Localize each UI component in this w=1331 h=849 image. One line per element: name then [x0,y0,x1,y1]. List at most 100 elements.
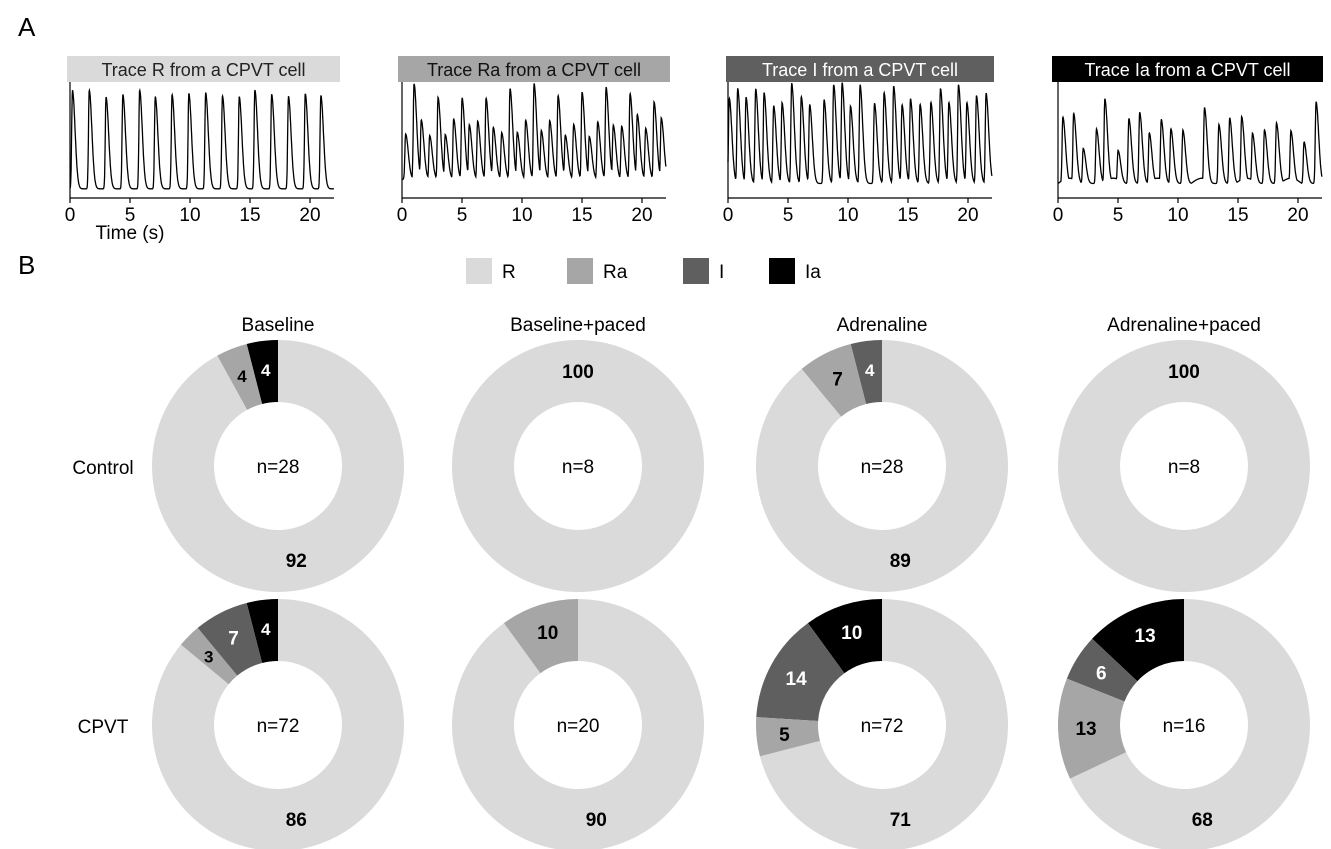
x-tick-label: 5 [783,205,794,226]
slice-R [1069,599,1310,849]
trace-title-box [67,56,340,82]
trace-panel-Ra: Trace Ra from a CPVT cell 0 5 10 15 20 [397,56,670,226]
x-tick-label: 15 [571,205,592,226]
x-tick-label: 0 [1053,205,1064,226]
row-label-control: Control [72,458,133,479]
slice-label-R: 90 [586,810,607,831]
slice-R [452,599,704,849]
trace-title: Trace Ra from a CPVT cell [427,60,641,80]
legend-item-Ra: Ra [567,258,628,284]
slice-Ia [246,599,278,664]
trace-panels: Trace R from a CPVT cell 0 5 10 15 20 Time (s)… [65,56,1323,244]
slice-Ia [1092,599,1184,682]
trace-line-R [69,87,334,190]
slice-label-Ia: 10 [841,623,862,644]
x-tick-label: 10 [837,205,858,226]
donut-cpvt-adrenaline: 71 10 14 5 n=72 [755,599,1008,849]
legend-label: Ra [603,262,628,283]
slice-label-Ra: 4 [237,367,247,386]
trace-panel-Ia: Trace Ia from a CPVT cell 0 5 10 15 20 [1052,56,1323,226]
legend-item-Ia: Ia [769,258,821,284]
trace-title-box [398,56,670,82]
slice-Ia [807,599,882,674]
slice-R [759,599,1008,849]
slice-R [152,340,404,593]
donut-cpvt-adrenaline-paced: 68 13 6 13 n=16 [1058,599,1310,849]
legend-label: I [719,262,724,283]
slice-R [756,340,1009,592]
slice-label-R: 92 [286,551,307,572]
trace-line-I [727,82,993,185]
column-title: Baseline [242,315,315,336]
slice-label-R: 86 [286,810,307,831]
trace-title-box [726,56,994,82]
x-tick-label: 0 [723,205,734,226]
slice-R [152,599,404,849]
slice-label-Ra: 3 [204,648,213,667]
x-tick-label: 10 [179,205,200,226]
legend-swatch-R [466,258,492,284]
slice-Ra [801,343,867,417]
trace-title: Trace Ia from a CPVT cell [1084,60,1290,80]
donut-control-adrenaline-paced: 100 n=8 [1058,340,1310,592]
slice-label-R: 100 [562,362,594,383]
x-tick-label: 15 [897,205,918,226]
slice-label-Ra: 7 [832,370,843,391]
donut-n-label: n=72 [861,716,904,737]
legend-swatch-Ia [769,258,795,284]
slice-label-Ia: 4 [261,361,271,380]
legend: R Ra I Ia [466,258,821,284]
slice-label-I: 4 [865,361,875,380]
donut-control-baseline: 92 44 n=28 [152,340,404,593]
slice-Ra [180,627,238,685]
slice-R [1058,340,1310,592]
column-title: Adrenaline [837,315,928,336]
donut-cpvt-baseline: 86 4 73 n=72 [152,599,404,849]
donut-n-label: n=28 [861,457,904,478]
slice-I [850,340,882,405]
slice-label-I: 14 [786,669,808,690]
legend-swatch-Ra [567,258,593,284]
donut-cpvt-baseline-paced: 90 10 n=20 [452,599,704,849]
slice-Ra [1058,678,1127,779]
slice-Ra [217,343,263,410]
slice-label-I: 7 [228,629,239,650]
slice-label-R: 71 [890,810,912,831]
x-tick-label: 5 [1113,205,1124,226]
slice-label-Ra: 5 [779,725,790,746]
x-axis-label: Time (s) [96,223,165,244]
column-title: Baseline+paced [510,315,646,336]
x-tick-label: 20 [1287,205,1308,226]
donut-charts: 9244n=28100n=88947n=28100n=886473n=72901… [152,340,1310,849]
x-tick-label: 0 [397,205,408,226]
trace-title-box [1052,56,1323,82]
donut-n-label: n=20 [557,716,600,737]
x-tick-label: 0 [65,205,76,226]
donut-control-baseline-paced: 100 n=8 [452,340,704,592]
legend-swatch-I [683,258,709,284]
row-labels: Control CPVT [72,458,133,738]
x-tick-label: 20 [631,205,652,226]
x-tick-label: 15 [1227,205,1248,226]
panel-b-label: B [18,250,35,280]
trace-title: Trace I from a CPVT cell [762,60,958,80]
donut-control-adrenaline: 89 4 7 n=28 [756,340,1009,592]
x-tick-label: 10 [1167,205,1188,226]
x-tick-label: 5 [457,205,468,226]
column-title: Adrenaline+paced [1107,315,1261,336]
donut-n-label: n=72 [257,716,300,737]
trace-line-Ra [402,83,667,180]
row-label-cpvt: CPVT [78,717,129,738]
slice-label-R: 68 [1192,810,1213,831]
trace-line-Ia [1057,98,1323,185]
trace-panel-R: Trace R from a CPVT cell 0 5 10 15 20 Time (s) [65,56,340,244]
slice-label-R: 100 [1168,362,1200,383]
donut-n-label: n=16 [1163,716,1206,737]
x-tick-label: 10 [511,205,532,226]
slice-label-Ia: 4 [261,620,271,639]
slice-I [1066,638,1138,702]
donut-n-label: n=28 [257,457,300,478]
slice-label-Ra: 13 [1075,719,1096,740]
slice-label-Ra: 10 [537,623,558,644]
legend-label: R [502,262,516,283]
